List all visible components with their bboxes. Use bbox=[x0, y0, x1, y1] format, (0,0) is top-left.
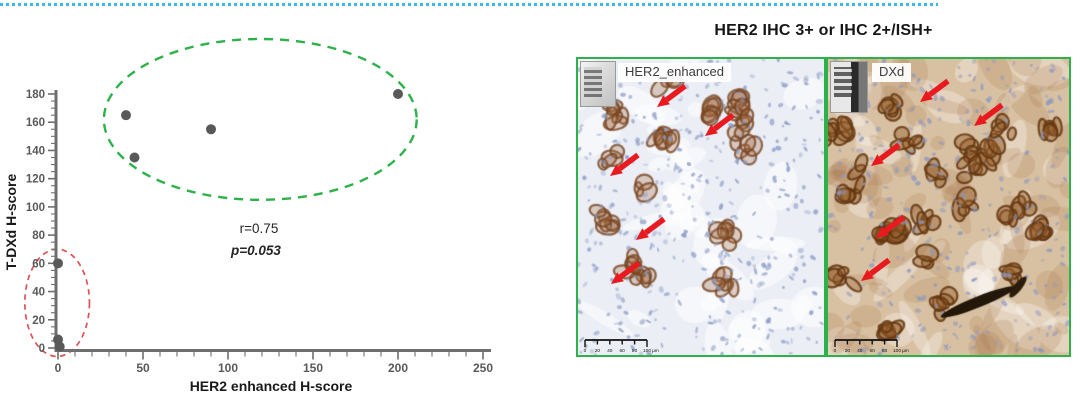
x-tick-label: 50 bbox=[136, 361, 150, 375]
tissue-micrograph-her2 bbox=[578, 59, 824, 355]
scale-tick-label: 80 bbox=[632, 348, 638, 353]
ihc-panel-her2: HER2_enhanced 0 20 40 60 80 100 µm bbox=[576, 57, 826, 357]
marker-arrow-icon bbox=[918, 77, 952, 107]
x-tick-label: 200 bbox=[388, 361, 408, 375]
data-point bbox=[129, 152, 140, 163]
tissue-micrograph-dxd bbox=[828, 59, 1069, 355]
scale-tick-label: 80 bbox=[882, 348, 888, 353]
scale-tick-label: 100 bbox=[643, 348, 651, 353]
data-point bbox=[54, 341, 65, 352]
data-point bbox=[206, 124, 216, 135]
marker-arrow-icon bbox=[859, 256, 893, 286]
cluster-ellipse-high-correlation-cluster bbox=[102, 37, 418, 202]
scale-tick-label: 20 bbox=[845, 348, 851, 353]
panel-label-dxd: DXd bbox=[872, 63, 912, 82]
scale-tick-label: 40 bbox=[857, 348, 863, 353]
marker-arrow-icon bbox=[869, 141, 903, 171]
x-tick-label: 0 bbox=[55, 361, 62, 375]
marker-arrow-icon bbox=[703, 111, 737, 141]
y-axis-title: T-DXd H-score bbox=[3, 174, 19, 271]
ihc-figure-title: HER2 IHC 3+ or IHC 2+/ISH+ bbox=[714, 22, 933, 39]
data-point bbox=[53, 258, 63, 269]
marker-arrow-icon bbox=[874, 213, 908, 243]
y-tick-label: 60 bbox=[32, 258, 45, 270]
scale-unit-label: µm bbox=[902, 349, 909, 353]
scale-tick-label: 0 bbox=[584, 348, 587, 353]
y-tick-label: 0 bbox=[39, 343, 45, 355]
scale-unit-label: µm bbox=[652, 349, 659, 353]
slide-overview-thumbnail-icon bbox=[830, 61, 868, 113]
y-tick-label: 120 bbox=[26, 174, 45, 186]
scale-tick-label: 40 bbox=[607, 348, 613, 353]
scale-tick-label: 0 bbox=[834, 348, 837, 353]
y-tick-label: 80 bbox=[32, 230, 45, 242]
x-tick-label: 150 bbox=[303, 361, 323, 375]
top-divider-dotted-line bbox=[0, 3, 938, 6]
annotation-p: p=0.053 bbox=[230, 243, 281, 258]
x-tick-label: 250 bbox=[473, 361, 493, 375]
ihc-panel-dxd: DXd 0 20 40 60 80 100 µm bbox=[826, 57, 1071, 357]
scatter-chart: 0 20 40 60 80 100 120 140 160 180 0 50 100 150 200 250 T… bbox=[3, 37, 493, 394]
data-point bbox=[393, 89, 403, 99]
scale-tick-label: 60 bbox=[870, 348, 876, 353]
scale-bar: 0 20 40 60 80 100 µm bbox=[834, 339, 909, 353]
slide-overview-thumbnail-icon bbox=[580, 61, 616, 107]
ihc-panels-container: HER2_enhanced 0 20 40 60 80 100 µm DXd 0 20 40 60 80 1… bbox=[576, 57, 1071, 357]
marker-arrow-icon bbox=[609, 259, 643, 289]
annotation-r: r=0.75 bbox=[240, 221, 279, 236]
y-tick-label: 140 bbox=[26, 145, 45, 157]
y-tick-label: 160 bbox=[26, 117, 45, 129]
marker-arrow-icon bbox=[972, 101, 1006, 131]
scale-tick-label: 60 bbox=[620, 348, 626, 353]
panel-label-her2: HER2_enhanced bbox=[618, 63, 732, 82]
x-tick-label: 100 bbox=[218, 361, 238, 375]
y-tick-label: 100 bbox=[26, 202, 45, 214]
y-tick-label: 20 bbox=[32, 315, 45, 327]
marker-arrow-icon bbox=[655, 82, 689, 112]
data-point bbox=[121, 110, 131, 121]
y-tick-label: 180 bbox=[26, 89, 45, 101]
scale-tick-label: 100 bbox=[893, 348, 901, 353]
x-axis-title: HER2 enhanced H-score bbox=[190, 378, 353, 394]
y-tick-label: 40 bbox=[32, 287, 45, 299]
scale-tick-label: 20 bbox=[595, 348, 601, 353]
marker-arrow-icon bbox=[634, 215, 668, 245]
scale-bar: 0 20 40 60 80 100 µm bbox=[584, 339, 659, 353]
marker-arrow-icon bbox=[608, 151, 642, 181]
